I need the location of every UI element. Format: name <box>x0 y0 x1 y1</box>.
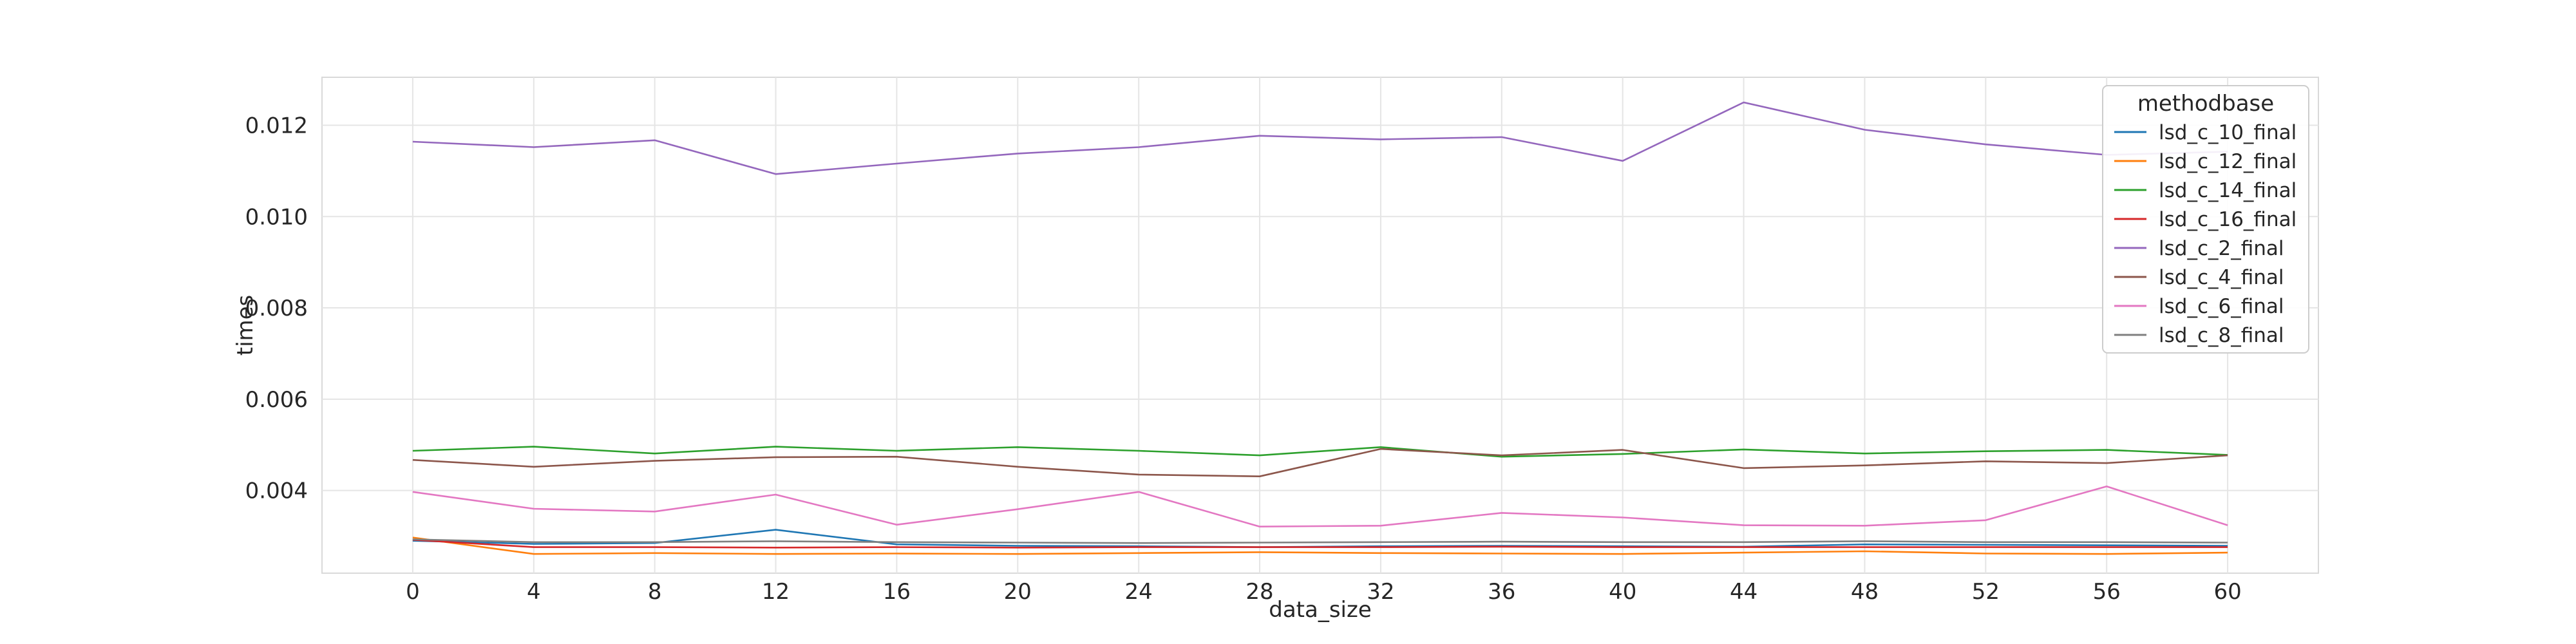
x-tick-label: 36 <box>1488 579 1515 605</box>
y-tick-label: 0.012 <box>245 113 308 138</box>
x-axis-ticks: 0 4 8 12 16 20 24 28 32 36 40 44 48 52 56 60 <box>406 579 2242 605</box>
series-lines <box>412 101 2228 555</box>
legend: methodbase lsd_c_10_finallsd_c_12_finall… <box>2102 85 2309 354</box>
legend-label: lsd_c_6_final <box>2159 295 2284 318</box>
x-tick-label: 8 <box>648 579 662 605</box>
grid <box>322 77 2318 573</box>
plot-area <box>321 77 2319 574</box>
legend-label: lsd_c_10_final <box>2159 121 2297 144</box>
x-tick-label: 20 <box>1004 579 1032 605</box>
y-axis-label: times <box>232 295 258 356</box>
y-tick-label: 0.008 <box>245 296 308 321</box>
series-line-lsd_c_4_final <box>412 448 2228 478</box>
y-tick-label: 0.006 <box>245 387 308 413</box>
x-tick-label: 40 <box>1609 579 1636 605</box>
legend-box <box>2102 85 2309 354</box>
legend-title: methodbase <box>2137 91 2274 117</box>
x-tick-label: 16 <box>883 579 911 605</box>
series-line-lsd_c_14_final <box>412 446 2228 458</box>
legend-label: lsd_c_4_final <box>2159 266 2284 289</box>
series-line-lsd_c_16_final <box>412 538 2228 549</box>
legend-label: lsd_c_12_final <box>2159 150 2297 173</box>
x-tick-label: 52 <box>1972 579 2000 605</box>
x-tick-label: 4 <box>527 579 541 605</box>
legend-label: lsd_c_16_final <box>2159 208 2297 231</box>
legend-label: lsd_c_14_final <box>2159 179 2297 202</box>
legend-label: lsd_c_2_final <box>2159 237 2284 260</box>
x-tick-label: 44 <box>1730 579 1757 605</box>
x-tick-label: 12 <box>762 579 790 605</box>
y-tick-label: 0.004 <box>245 478 308 504</box>
x-tick-label: 32 <box>1367 579 1394 605</box>
x-tick-label: 48 <box>1851 579 1879 605</box>
x-tick-label: 56 <box>2093 579 2121 605</box>
x-tick-label: 28 <box>1245 579 1273 605</box>
legend-label: lsd_c_8_final <box>2159 324 2284 347</box>
x-axis-label: data_size <box>1269 597 1372 623</box>
legend-items: lsd_c_10_final lsd_c_12_final lsd_c_14_fin… <box>2114 121 2297 347</box>
x-tick-label: 0 <box>406 579 420 605</box>
series-line-lsd_c_8_final <box>412 538 2228 544</box>
y-axis-ticks: 0.004 0.006 0.008 0.010 0.012 <box>245 113 308 504</box>
series-line-lsd_c_2_final <box>412 101 2228 175</box>
series-line-lsd_c_12_final <box>412 536 2228 555</box>
x-tick-label: 24 <box>1125 579 1153 605</box>
y-tick-label: 0.010 <box>245 204 308 230</box>
x-tick-label: 60 <box>2213 579 2241 605</box>
series-line-lsd_c_6_final <box>412 485 2228 528</box>
